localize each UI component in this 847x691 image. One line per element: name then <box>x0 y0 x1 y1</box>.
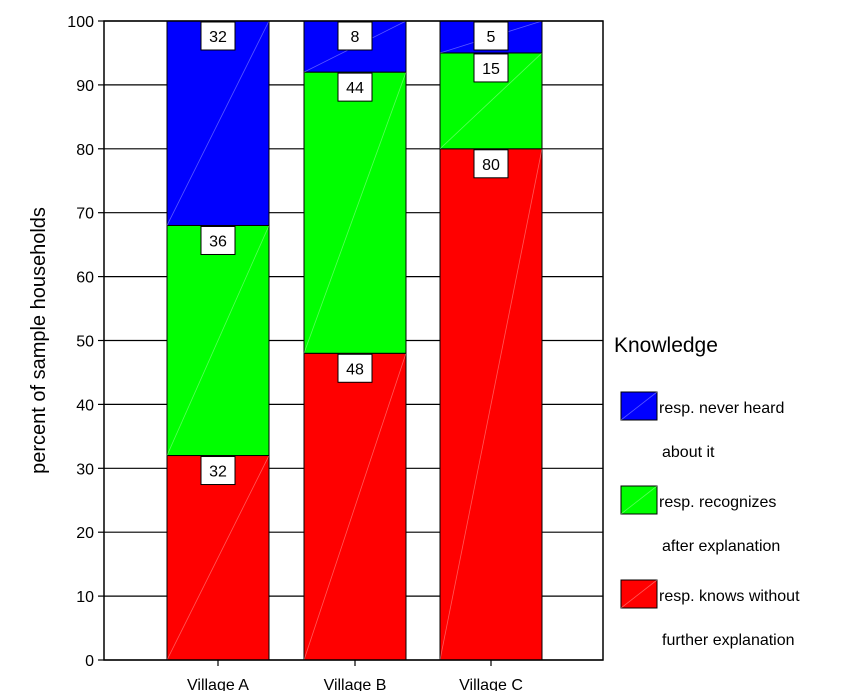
bar-diagonal <box>166 455 270 661</box>
data-label-box <box>473 149 509 179</box>
bar-segment <box>166 455 270 661</box>
data-label-box <box>200 21 236 51</box>
data-label: 8 <box>351 29 360 46</box>
data-label: 80 <box>482 157 500 174</box>
x-category-label: Village B <box>324 677 387 691</box>
data-label-box <box>200 456 236 486</box>
x-category-label: Village A <box>187 677 249 691</box>
x-category-label: Village C <box>459 677 523 691</box>
data-label-box <box>473 21 509 51</box>
bar-diagonal <box>303 71 407 354</box>
y-tick-label: 0 <box>85 653 94 670</box>
legend-label: resp. knows without <box>659 588 800 605</box>
data-label-box <box>337 21 373 51</box>
legend-label: after explanation <box>662 538 780 555</box>
data-label-box <box>200 225 236 255</box>
y-tick-label: 10 <box>76 589 94 606</box>
legend-swatch <box>620 579 658 609</box>
y-tick-label: 50 <box>76 334 94 351</box>
y-tick-label: 100 <box>67 14 94 31</box>
x-axis-categories: Village A Village B Village C <box>187 660 523 691</box>
legend: Knowledge resp. never heard about it resp.… <box>614 334 800 649</box>
y-tick-label: 40 <box>76 397 94 414</box>
bar-diagonal <box>303 353 407 661</box>
legend-label: resp. recognizes <box>659 494 776 511</box>
y-tick-label: 80 <box>76 142 94 159</box>
bars <box>166 20 543 661</box>
data-label: 48 <box>346 361 364 378</box>
legend-swatch-diagonal <box>620 579 658 609</box>
data-label: 32 <box>209 29 227 46</box>
legend-swatch <box>620 485 658 515</box>
y-axis-ticks: 0 10 20 30 40 50 60 70 80 90 100 <box>67 14 104 670</box>
bar-diagonal <box>166 225 270 456</box>
legend-swatch-diagonal <box>620 391 658 421</box>
y-tick-label: 60 <box>76 270 94 287</box>
y-tick-label: 30 <box>76 461 94 478</box>
data-label: 5 <box>487 29 496 46</box>
data-label: 44 <box>346 80 364 97</box>
legend-label: resp. never heard <box>659 400 784 417</box>
bar-segment <box>303 71 407 354</box>
legend-title: Knowledge <box>614 334 718 357</box>
bar-diagonal <box>439 148 543 661</box>
y-axis-title: percent of sample households <box>28 207 50 474</box>
y-tick-label: 70 <box>76 206 94 223</box>
legend-label: about it <box>662 444 715 461</box>
data-label-box <box>337 72 373 102</box>
data-label: 15 <box>482 61 500 78</box>
bar-diagonal <box>166 20 270 226</box>
legend-swatch <box>620 391 658 421</box>
bar-segment <box>166 20 270 226</box>
legend-label: further explanation <box>662 632 795 649</box>
bar-segment <box>166 224 270 457</box>
data-label: 32 <box>209 464 227 481</box>
data-labels: 32 36 32 48 44 8 80 15 5 <box>200 21 509 486</box>
y-tick-label: 90 <box>76 78 94 95</box>
data-label-box <box>337 353 373 383</box>
data-label-box <box>473 53 509 83</box>
bar-diagonal <box>439 52 543 150</box>
bar-segment <box>303 352 407 661</box>
y-tick-label: 20 <box>76 525 94 542</box>
legend-swatch-diagonal <box>620 485 658 515</box>
data-label: 36 <box>209 233 227 250</box>
